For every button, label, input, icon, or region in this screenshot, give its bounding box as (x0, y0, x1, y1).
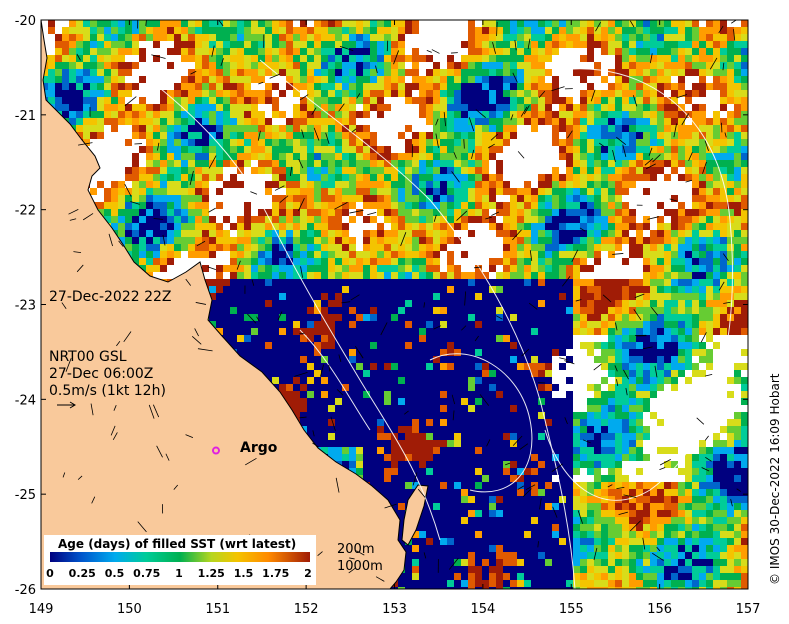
legend-tick-label: 0.5 (104, 567, 125, 580)
x-tick-label: 151 (205, 602, 230, 617)
x-tick-label: 155 (559, 602, 584, 617)
current-time-label: 27-Dec 06:00Z (49, 366, 154, 382)
fraser-island (401, 484, 429, 546)
x-tick-label: 154 (470, 602, 495, 617)
argo-float-marker (211, 446, 220, 455)
y-tick-label: -21 (15, 109, 36, 124)
x-tick-label: 150 (117, 602, 142, 617)
x-tick-label: 152 (294, 602, 319, 617)
current-model-label: NRT00 GSL (49, 349, 127, 365)
y-tick-label: -23 (15, 299, 36, 314)
credit-label: © IMOS 30-Dec-2022 16:09 Hobart (768, 373, 782, 585)
legend-tick-label: 2 (304, 567, 312, 580)
y-tick-label: -25 (15, 488, 36, 503)
bathymetry-contours (149, 59, 733, 589)
color-legend: Age (days) of filled SST (wrt latest) 0 0… (44, 535, 316, 585)
y-tick-label: -20 (15, 14, 36, 29)
legend-tick-label: 1.75 (262, 567, 290, 580)
datetime-label: 27-Dec-2022 22Z (49, 289, 172, 305)
axis-ticks (40, 19, 749, 590)
legend-tick-label: 1.5 (233, 567, 254, 580)
x-tick-label: 149 (29, 602, 54, 617)
x-tick-label: 156 (647, 602, 672, 617)
contour-200m-label: 200m (337, 542, 375, 557)
x-tick-label: 157 (736, 602, 761, 617)
y-tick-label: -24 (15, 393, 36, 408)
legend-tick-label: 1 (175, 567, 183, 580)
y-tick-label: -22 (15, 204, 36, 219)
legend-tick-label: 0.75 (133, 567, 161, 580)
legend-tick-label: 1.25 (197, 567, 225, 580)
current-scale-label: 0.5m/s (1kt 12h) (49, 383, 166, 399)
legend-title: Age (days) of filled SST (wrt latest) (58, 537, 297, 551)
argo-label: Argo (240, 440, 278, 456)
x-tick-label: 153 (382, 602, 407, 617)
current-scale-arrow (57, 401, 76, 409)
legend-color-bar (50, 552, 310, 562)
legend-tick-label: 0.25 (68, 567, 96, 580)
legend-tick-label: 0 (46, 567, 54, 580)
contour-1000m-label: 1000m (337, 559, 383, 574)
y-tick-label: -26 (15, 583, 36, 598)
land-queensland-coast (41, 20, 407, 589)
axis-tick-labels: 149 150 151 152 153 154 155 156 157 -20 -21 -22 -23 -… (15, 14, 761, 617)
